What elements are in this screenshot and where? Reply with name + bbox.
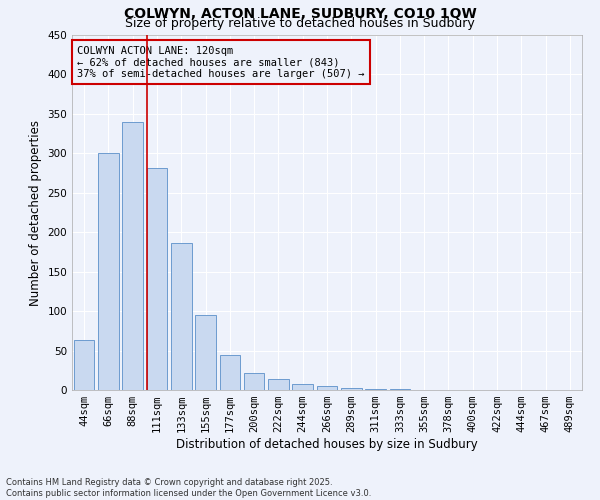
Text: Size of property relative to detached houses in Sudbury: Size of property relative to detached ho… <box>125 18 475 30</box>
Bar <box>389 389 410 390</box>
Bar <box>98 152 119 390</box>
Bar <box>365 389 386 390</box>
Bar <box>122 122 143 390</box>
Text: COLWYN, ACTON LANE, SUDBURY, CO10 1QW: COLWYN, ACTON LANE, SUDBURY, CO10 1QW <box>124 8 476 22</box>
Bar <box>146 168 167 390</box>
Bar <box>268 379 289 390</box>
X-axis label: Distribution of detached houses by size in Sudbury: Distribution of detached houses by size … <box>176 438 478 451</box>
Bar <box>317 386 337 390</box>
Bar <box>244 372 265 390</box>
Bar <box>341 388 362 390</box>
Bar <box>220 354 240 390</box>
Bar <box>195 315 216 390</box>
Y-axis label: Number of detached properties: Number of detached properties <box>29 120 42 306</box>
Bar <box>74 340 94 390</box>
Text: Contains HM Land Registry data © Crown copyright and database right 2025.
Contai: Contains HM Land Registry data © Crown c… <box>6 478 371 498</box>
Text: COLWYN ACTON LANE: 120sqm
← 62% of detached houses are smaller (843)
37% of semi: COLWYN ACTON LANE: 120sqm ← 62% of detac… <box>77 46 365 79</box>
Bar <box>292 384 313 390</box>
Bar <box>171 244 191 390</box>
